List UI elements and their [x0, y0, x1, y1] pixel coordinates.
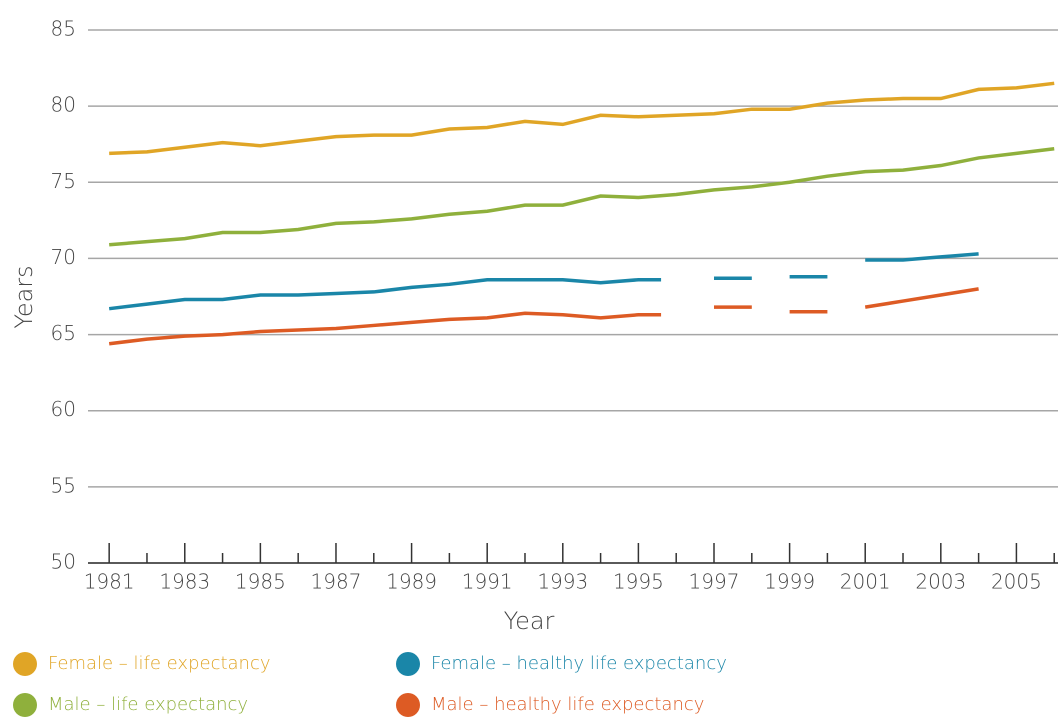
x-tick-label: 2005	[991, 570, 1042, 594]
y-tick-label: 60	[51, 397, 76, 421]
y-tick-label: 70	[51, 245, 76, 269]
x-tick-label: 1997	[689, 570, 740, 594]
x-tick-label: 2001	[840, 570, 891, 594]
y-tick-label: 85	[51, 17, 76, 41]
x-tick-label: 1991	[462, 570, 513, 594]
legend-label: Male – healthy life expectancy	[431, 694, 704, 715]
y-tick-label: 50	[51, 550, 76, 574]
y-axis-label: Years	[10, 265, 38, 328]
x-tick-label: 1985	[235, 570, 286, 594]
series-line	[109, 147, 1055, 247]
x-tick-label: 1989	[386, 570, 437, 594]
legend-marker	[396, 652, 420, 676]
y-tick-label: 65	[51, 321, 76, 345]
legend-label: Female – life expectancy	[48, 653, 271, 674]
legend-label: Male – life expectancy	[48, 694, 248, 715]
x-axis-label: Year	[504, 607, 555, 635]
series-line	[108, 252, 979, 311]
series-line	[109, 81, 1055, 156]
legend-label: Female – healthy life expectancy	[431, 653, 727, 674]
series-line	[108, 287, 979, 346]
legend-marker	[13, 652, 37, 676]
x-tick-label: 1981	[84, 570, 135, 594]
x-tick-label: 2003	[915, 570, 966, 594]
x-tick-label: 1995	[613, 570, 664, 594]
x-tick-label: 1983	[159, 570, 210, 594]
y-tick-label: 75	[51, 169, 76, 193]
x-tick-label: 1987	[311, 570, 362, 594]
y-tick-label: 80	[51, 93, 76, 117]
legend-marker	[13, 693, 37, 717]
x-tick-label: 1999	[764, 570, 815, 594]
legend-marker	[396, 693, 420, 717]
x-tick-label: 1993	[537, 570, 588, 594]
y-tick-label: 55	[51, 473, 76, 497]
